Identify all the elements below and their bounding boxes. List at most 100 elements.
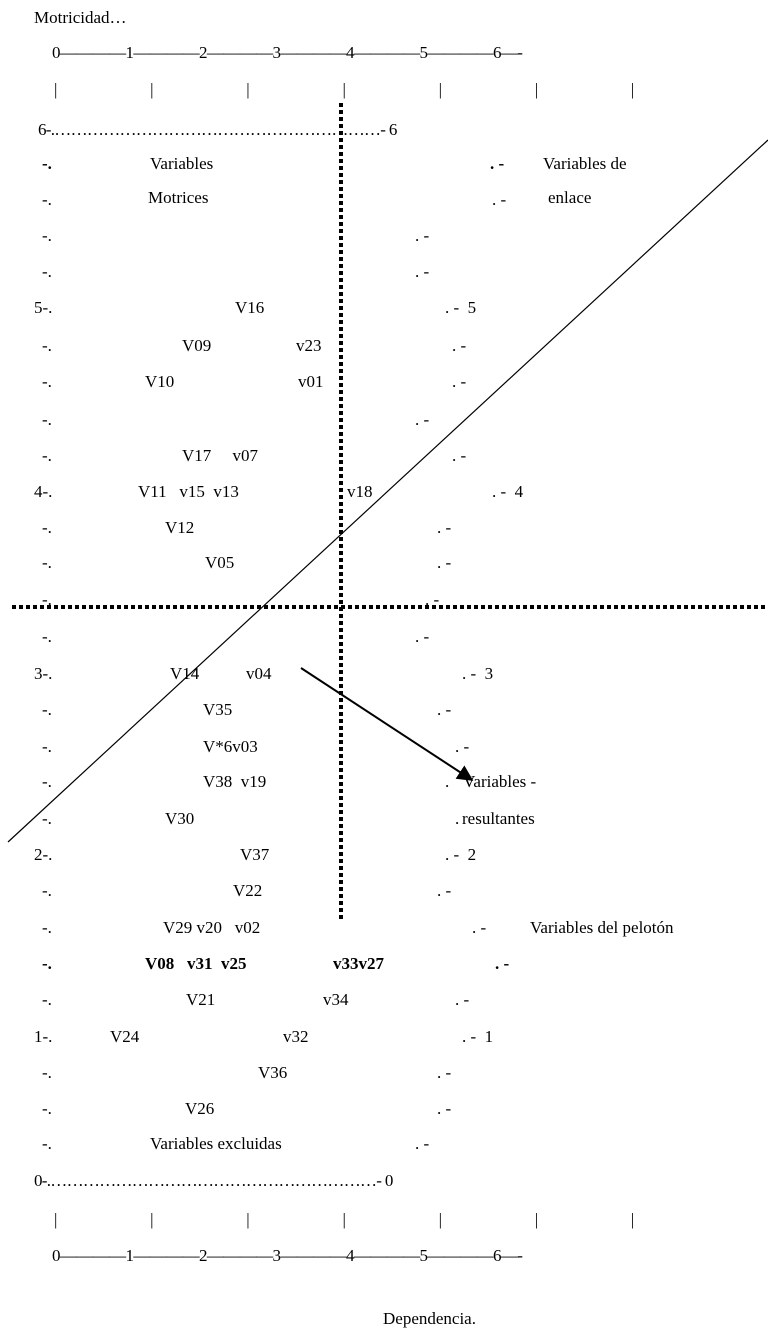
row-marker-right: . - [472, 918, 487, 937]
variable-label: V16 [235, 298, 265, 317]
row-marker-left: 5-. [34, 298, 53, 317]
variable-label: V26 [185, 1099, 215, 1118]
row-marker-left: -. [42, 772, 52, 791]
quadrant-label-resultantes-2: resultantes [462, 809, 535, 828]
variable-label: v33v27 [333, 954, 384, 973]
variable-label: V*6v03 [203, 737, 258, 756]
variable-label: v32 [283, 1027, 309, 1046]
row-marker-right: . - [455, 737, 470, 756]
row-marker-right: . - [490, 154, 505, 173]
row-marker-left: 1-. [34, 1027, 53, 1046]
row-marker-left: -. [42, 737, 52, 756]
variable-label: V36 [258, 1063, 288, 1082]
row-marker-right: . - [437, 518, 452, 537]
variable-label: V35 [203, 700, 233, 719]
row-marker-left: -. [42, 190, 52, 209]
row-marker-left: -. [42, 410, 52, 429]
variable-label: v23 [296, 336, 322, 355]
row-marker-left: -. [42, 809, 52, 828]
row-marker-left: -. [42, 590, 52, 609]
row-marker-right: . - [437, 1063, 452, 1082]
row-marker-left: -. [42, 336, 52, 355]
variable-label: V05 [205, 553, 235, 572]
row-marker-left: -. [42, 1134, 52, 1153]
row-marker-right: . - 4 [492, 482, 524, 501]
row-marker-right: . - 3 [462, 664, 494, 683]
variable-label: v04 [246, 664, 272, 683]
variable-label: V11 v15 v13 [138, 482, 239, 501]
row-marker-left: -. [42, 881, 52, 900]
quadrant-label-excluidas: Variables excluidas [150, 1134, 282, 1153]
variable-label: V14 [170, 664, 200, 683]
row-marker-right: . - [452, 336, 467, 355]
row-marker-left: 2-. [34, 845, 53, 864]
row-marker-left: -. [42, 154, 52, 173]
variable-label: V08 v31 v25 [145, 954, 247, 973]
variable-label: V37 [240, 845, 270, 864]
row-marker-right: . - [415, 226, 430, 245]
row-marker-right: . - 5 [445, 298, 477, 317]
row-marker-right: . - [437, 700, 452, 719]
row-marker-left: 4-. [34, 482, 53, 501]
row-marker-right: . - [437, 1099, 452, 1118]
diagonal-line [7, 139, 768, 843]
quadrant-label-motrices-2: Motrices [148, 188, 209, 207]
row-marker-right: . - [425, 590, 440, 609]
row-marker-left: -. [42, 627, 52, 646]
quadrant-label-enlace-1: Variables de [543, 154, 627, 173]
variable-label: V38 v19 [203, 772, 267, 791]
row-marker-right: . - [437, 553, 452, 572]
row-marker-right: . - [437, 881, 452, 900]
y-axis-label: Motricidad… [34, 8, 127, 27]
tick-marks-top: | | | | | | | [54, 80, 635, 99]
row-marker-right: . - 2 [445, 845, 477, 864]
quadrant-label-motrices-1: Variables [150, 154, 214, 173]
row-marker-left: -. [42, 700, 52, 719]
variable-label: V29 v20 v02 [163, 918, 261, 937]
row-marker-left: -. [42, 226, 52, 245]
row-marker-left: -. [42, 918, 52, 937]
arrow-to-resultantes [300, 667, 474, 781]
row-marker-left: -. [42, 1099, 52, 1118]
row-marker-right: . - [455, 990, 470, 1009]
grid-row-6: 6-.……………………………………………………- 6 [38, 120, 397, 139]
row-marker-left: -. [42, 954, 52, 973]
variable-label: V22 [233, 881, 263, 900]
quadrant-label-peloton: Variables del pelotón [530, 918, 674, 937]
row-marker-right: . [445, 772, 450, 791]
variable-label: V12 [165, 518, 195, 537]
variable-label: V17 v07 [182, 446, 259, 465]
axis-scale-top: 0————1————2————3————4————5————6—- [52, 43, 523, 62]
variable-label: V30 [165, 809, 195, 828]
tick-marks-bottom: | | | | | | | [54, 1210, 635, 1229]
row-marker-right: . - [452, 372, 467, 391]
variable-label: V21 [186, 990, 216, 1009]
variable-label: V24 [110, 1027, 140, 1046]
row-marker-right: . [455, 809, 460, 828]
variable-label: v34 [323, 990, 349, 1009]
variable-label: V09 [182, 336, 212, 355]
row-marker-left: -. [42, 372, 52, 391]
x-axis-label: Dependencia. [383, 1309, 476, 1328]
row-marker-left: -. [42, 1063, 52, 1082]
row-marker-left: -. [42, 990, 52, 1009]
row-marker-right: . - 1 [462, 1027, 494, 1046]
row-marker-right: . - [415, 262, 430, 281]
row-marker-right: . - [415, 627, 430, 646]
variable-label: V10 [145, 372, 175, 391]
row-marker-right: . - [415, 410, 430, 429]
row-marker-left: -. [42, 553, 52, 572]
row-marker-right: . - [495, 954, 510, 973]
quadrant-label-enlace-2: enlace [548, 188, 592, 207]
grid-row-0: 0-.……………………………………………………- 0 [34, 1171, 393, 1190]
row-marker-left: -. [42, 446, 52, 465]
variable-label: v01 [298, 372, 324, 391]
quadrant-label-resultantes-1: Variables - [463, 772, 537, 791]
row-marker-left: -. [42, 262, 52, 281]
row-marker-right: . - [415, 1134, 430, 1153]
row-marker-right: . - [452, 446, 467, 465]
row-marker-left: -. [42, 518, 52, 537]
row-marker-left: 3-. [34, 664, 53, 683]
